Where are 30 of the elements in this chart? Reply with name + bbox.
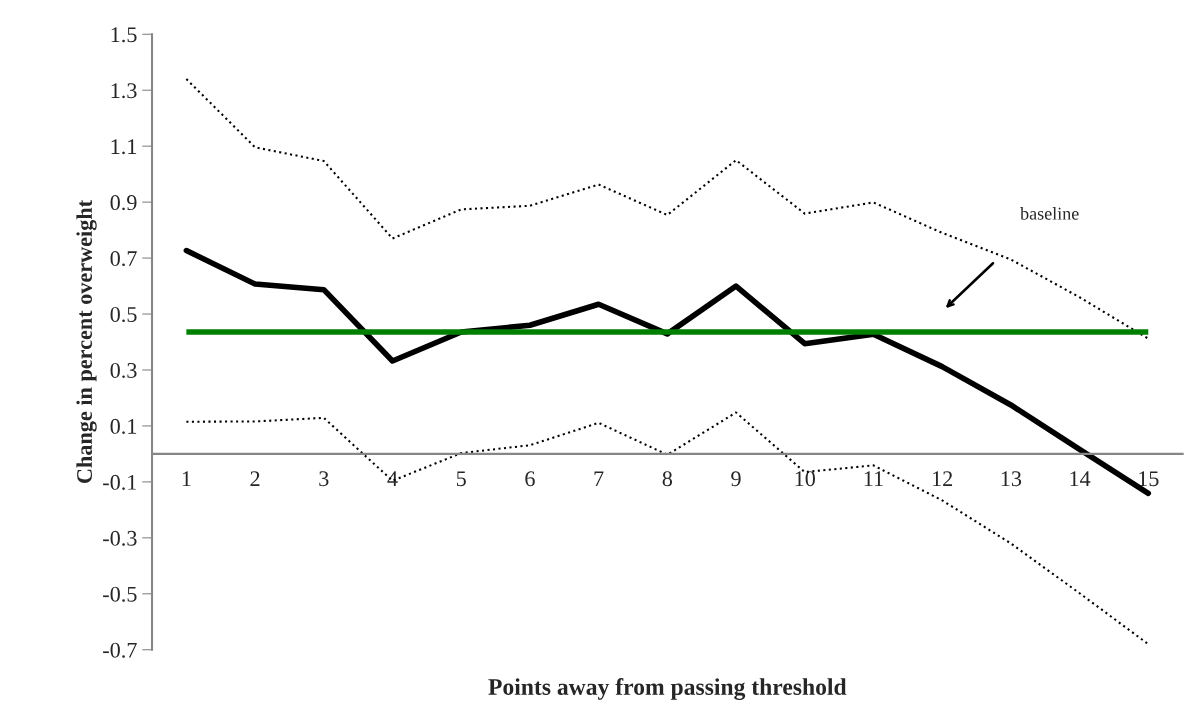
y-axis-title: Change in percent overweight bbox=[76, 200, 97, 483]
x-tick-label: 6 bbox=[525, 471, 535, 487]
x-tick-label: 12 bbox=[933, 471, 953, 486]
x-tick-label: 14 bbox=[1070, 471, 1091, 486]
x-tick-label: 9 bbox=[731, 471, 741, 487]
x-tick-label: 8 bbox=[662, 471, 673, 487]
y-tick-label: 0.3 bbox=[110, 362, 137, 379]
x-tick-label: 10 bbox=[795, 471, 816, 487]
x-tick-label: 3 bbox=[319, 471, 329, 487]
y-tick-label: 1.5 bbox=[111, 27, 137, 43]
annotation: baseline bbox=[1020, 207, 1079, 220]
x-axis-title: Points away from passing threshold bbox=[488, 678, 847, 700]
x-tick-label: 11 bbox=[864, 471, 883, 486]
y-tick-label: -0.5 bbox=[103, 586, 137, 602]
x-tick-label: 7 bbox=[594, 471, 604, 486]
y-tick-label: 0.5 bbox=[110, 306, 137, 323]
x-tick-label: 15 bbox=[1139, 471, 1159, 487]
y-tick-label: 0.7 bbox=[110, 251, 137, 267]
x-tick-label: 13 bbox=[1001, 471, 1022, 487]
y-tick-label: 0.1 bbox=[110, 418, 137, 434]
y-tick-label: -0.3 bbox=[103, 530, 137, 546]
x-tick-label: 5 bbox=[456, 471, 466, 487]
x-tick-label: 1 bbox=[182, 471, 191, 486]
y-tick-label: 1.1 bbox=[111, 139, 137, 155]
y-tick-label: -0.1 bbox=[103, 474, 137, 490]
line-series bbox=[185, 77, 1150, 340]
y-tick-label: -0.7 bbox=[103, 642, 137, 658]
y-tick-label: 0.9 bbox=[110, 195, 137, 211]
x-tick-label: 2 bbox=[250, 471, 260, 486]
y-tick-label: 1.3 bbox=[111, 83, 137, 99]
